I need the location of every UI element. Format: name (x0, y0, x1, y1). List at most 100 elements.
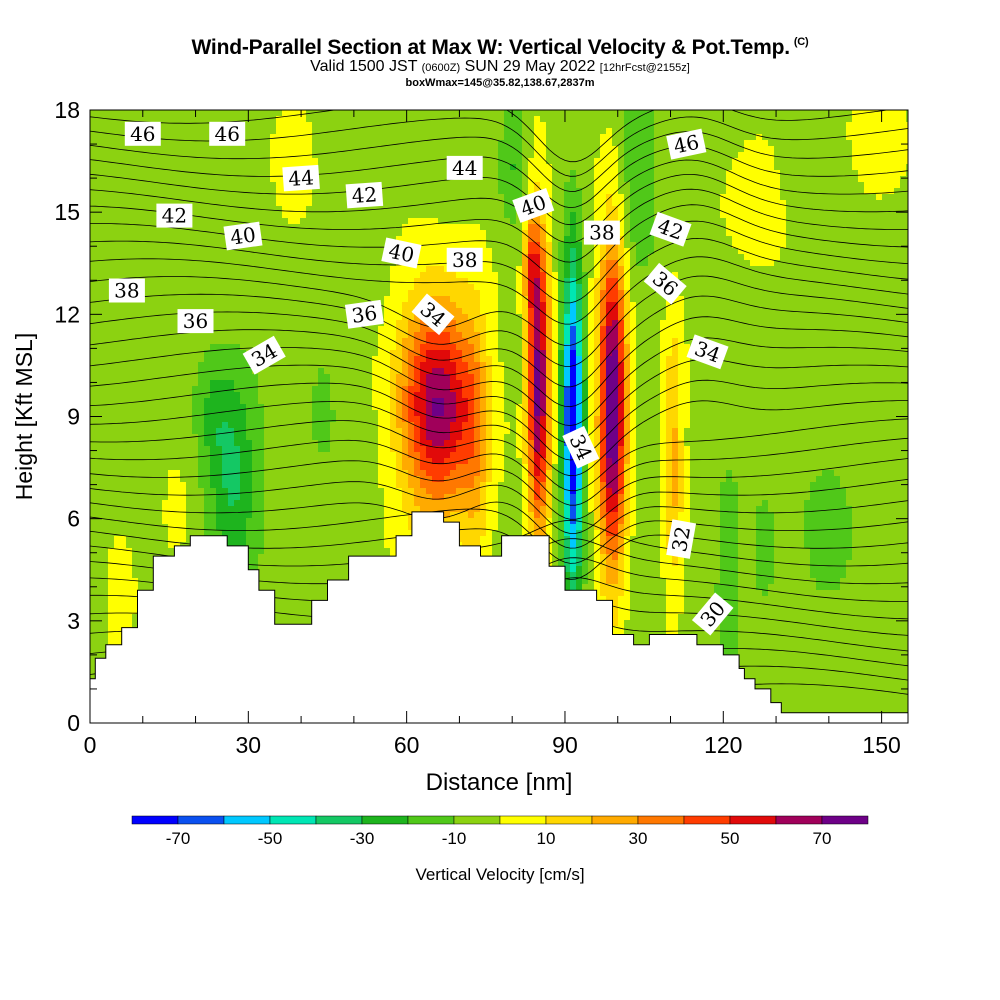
w-cell (234, 314, 241, 321)
w-cell (474, 272, 481, 279)
w-cell (246, 266, 253, 273)
w-cell (702, 314, 709, 321)
w-cell (726, 110, 733, 117)
w-cell (342, 110, 349, 117)
w-cell (588, 206, 595, 213)
w-cell (900, 212, 907, 219)
w-cell (522, 308, 529, 315)
w-cell (570, 146, 577, 153)
w-cell (612, 188, 619, 195)
w-cell (810, 308, 817, 315)
w-cell (684, 188, 691, 195)
w-cell (180, 200, 187, 207)
w-cell (906, 308, 908, 315)
w-cell (156, 152, 163, 159)
w-cell (822, 290, 829, 297)
w-cell (432, 176, 439, 183)
w-cell (648, 296, 655, 303)
w-cell (252, 170, 259, 177)
w-cell (162, 116, 169, 123)
w-cell (660, 260, 667, 267)
w-cell (858, 116, 865, 123)
w-cell (294, 194, 301, 201)
w-cell (492, 242, 499, 249)
w-cell (648, 140, 655, 147)
w-cell (822, 116, 829, 123)
w-cell (306, 236, 313, 243)
w-cell (882, 314, 889, 321)
w-cell (246, 146, 253, 153)
w-cell (162, 242, 169, 249)
w-cell (546, 302, 553, 309)
w-cell (336, 254, 343, 261)
w-cell (726, 284, 733, 291)
w-cell (822, 242, 829, 249)
w-cell (630, 290, 637, 297)
w-cell (204, 272, 211, 279)
w-cell (102, 176, 109, 183)
w-cell (684, 206, 691, 213)
w-cell (618, 116, 625, 123)
w-cell (852, 194, 859, 201)
w-cell (144, 212, 151, 219)
w-cell (384, 212, 391, 219)
w-cell (840, 230, 847, 237)
w-cell (744, 122, 751, 129)
w-cell (366, 170, 373, 177)
w-cell (384, 230, 391, 237)
w-cell (660, 194, 667, 201)
w-cell (258, 110, 265, 117)
w-cell (714, 248, 721, 255)
w-cell (408, 308, 415, 315)
w-cell (870, 236, 877, 243)
w-cell (840, 188, 847, 195)
w-cell (726, 200, 733, 207)
w-cell (828, 116, 835, 123)
w-cell (636, 266, 643, 273)
w-cell (612, 170, 619, 177)
w-cell (714, 236, 721, 243)
w-cell (312, 290, 319, 297)
w-cell (534, 248, 541, 255)
w-cell (738, 134, 745, 141)
w-cell (228, 302, 235, 309)
w-cell (726, 278, 733, 285)
w-cell (840, 140, 847, 147)
w-cell (234, 164, 241, 171)
w-cell (624, 182, 631, 189)
w-cell (516, 266, 523, 273)
w-cell (210, 200, 217, 207)
w-cell (882, 242, 889, 249)
w-cell (900, 278, 907, 285)
w-cell (390, 194, 397, 201)
w-cell (396, 182, 403, 189)
w-cell (426, 254, 433, 261)
w-cell (366, 278, 373, 285)
w-cell (246, 170, 253, 177)
w-cell (852, 146, 859, 153)
w-cell (324, 266, 331, 273)
w-cell (786, 110, 793, 117)
w-cell (762, 272, 769, 279)
w-cell (132, 308, 139, 315)
w-cell (774, 242, 781, 249)
w-cell (708, 272, 715, 279)
w-cell (882, 212, 889, 219)
w-cell (438, 152, 445, 159)
w-cell (234, 260, 241, 267)
w-cell (300, 188, 307, 195)
w-cell (636, 158, 643, 165)
w-cell (534, 254, 541, 261)
w-cell (534, 314, 541, 321)
w-cell (408, 116, 415, 123)
w-cell (630, 182, 637, 189)
w-cell (402, 218, 409, 225)
w-cell (162, 254, 169, 261)
w-cell (108, 134, 115, 141)
w-cell (834, 224, 841, 231)
w-cell (234, 320, 241, 327)
w-cell (708, 182, 715, 189)
w-cell (330, 224, 337, 231)
w-cell (342, 188, 349, 195)
w-cell (438, 284, 445, 291)
